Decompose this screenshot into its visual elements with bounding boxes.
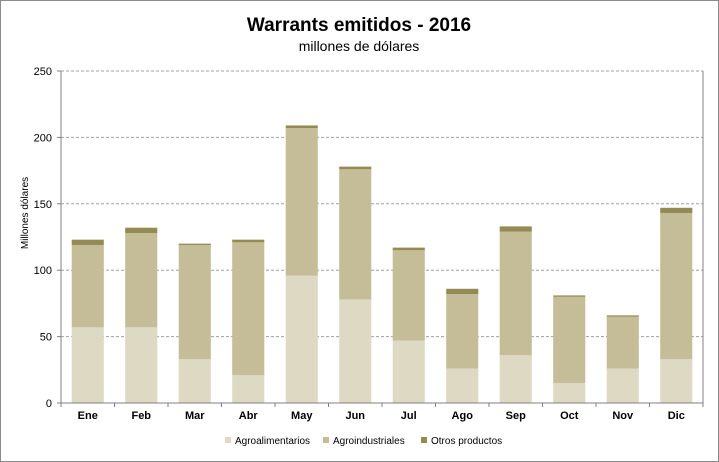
x-tick-label-nov: Nov [612, 410, 634, 422]
bar-sep-series-1 [499, 355, 532, 403]
x-tick-label-ene: Ene [78, 410, 98, 422]
x-tick-label-jul: Jul [401, 410, 417, 422]
x-tick-labels: Ene Feb Mar Abr May Jun Jul Ago Sep Oct Nov Dic [78, 410, 685, 422]
y-tick-label-150: 150 [34, 199, 52, 211]
bar-mar-series-3 [178, 243, 211, 245]
bar-sep-series-3 [499, 226, 532, 232]
bar-may-series-3 [285, 125, 318, 129]
bar-ene-series-3 [71, 239, 104, 245]
y-tick-label-100: 100 [34, 265, 52, 277]
legend: Agroalimentarios Agroindustriales Otros pr… [225, 436, 502, 447]
y-tick-label-250: 250 [34, 66, 52, 78]
bar-oct-series-1 [553, 383, 586, 403]
bar-jun-series-2 [339, 169, 372, 300]
y-tick-label-50: 50 [40, 332, 52, 344]
legend-label-2: Agroindustriales [333, 436, 405, 447]
bar-dic-series-1 [660, 359, 693, 403]
bar-may-series-1 [285, 275, 318, 403]
bar-ago-series-2 [446, 294, 479, 369]
y-tick-label-200: 200 [34, 132, 52, 144]
bar-dic-series-3 [660, 207, 693, 214]
legend-swatch-1 [225, 437, 231, 443]
legend-swatch-2 [323, 437, 329, 443]
bar-abr-series-3 [232, 239, 265, 243]
bar-jul-series-1 [392, 340, 425, 403]
bar-jul-series-3 [392, 247, 425, 251]
grid-lines [61, 70, 703, 338]
bar-jun-series-3 [339, 166, 372, 170]
bar-oct-series-2 [553, 296, 586, 384]
bars [71, 125, 693, 403]
bar-jul-series-2 [392, 250, 425, 341]
bar-jun-series-1 [339, 299, 372, 403]
x-tick-label-feb: Feb [131, 410, 151, 422]
bar-feb-series-3 [125, 227, 158, 234]
x-tick-label-jun: Jun [345, 410, 365, 422]
bar-ene-series-1 [71, 327, 104, 403]
bar-mar-series-2 [178, 244, 211, 360]
y-tick-label-0: 0 [46, 398, 52, 410]
bar-dic-series-2 [660, 213, 693, 360]
legend-swatch-3 [421, 437, 427, 443]
x-tick-label-abr: Abr [239, 410, 259, 422]
bar-mar-series-1 [178, 359, 211, 403]
x-tick-label-sep: Sep [506, 410, 526, 422]
bar-feb-series-1 [125, 327, 158, 403]
x-tick-label-may: May [291, 410, 313, 422]
chart-subtitle: millones de dólares [299, 38, 420, 54]
bar-nov-series-3 [606, 315, 639, 317]
bar-abr-series-1 [232, 375, 265, 403]
x-tick-label-oct: Oct [560, 410, 579, 422]
bar-feb-series-2 [125, 233, 158, 328]
y-tick-labels: 0 50 100 150 200 250 [34, 66, 52, 410]
bar-sep-series-2 [499, 231, 532, 356]
bar-abr-series-2 [232, 242, 265, 376]
legend-label-3: Otros productos [431, 436, 502, 447]
bar-may-series-2 [285, 128, 318, 276]
x-tick-label-dic: Dic [668, 410, 685, 422]
bar-nov-series-1 [606, 368, 639, 403]
bar-ene-series-2 [71, 244, 104, 328]
y-axis-label: Millones dólares [20, 177, 31, 249]
bar-ago-series-1 [446, 368, 479, 403]
axes [57, 70, 704, 407]
legend-label-1: Agroalimentarios [235, 436, 310, 447]
bar-nov-series-2 [606, 316, 639, 369]
x-tick-label-mar: Mar [185, 410, 205, 422]
bar-ago-series-3 [446, 288, 479, 295]
x-tick-label-ago: Ago [452, 410, 474, 422]
bar-oct-series-3 [553, 295, 586, 297]
chart-title: Warrants emitidos - 2016 [247, 15, 471, 36]
